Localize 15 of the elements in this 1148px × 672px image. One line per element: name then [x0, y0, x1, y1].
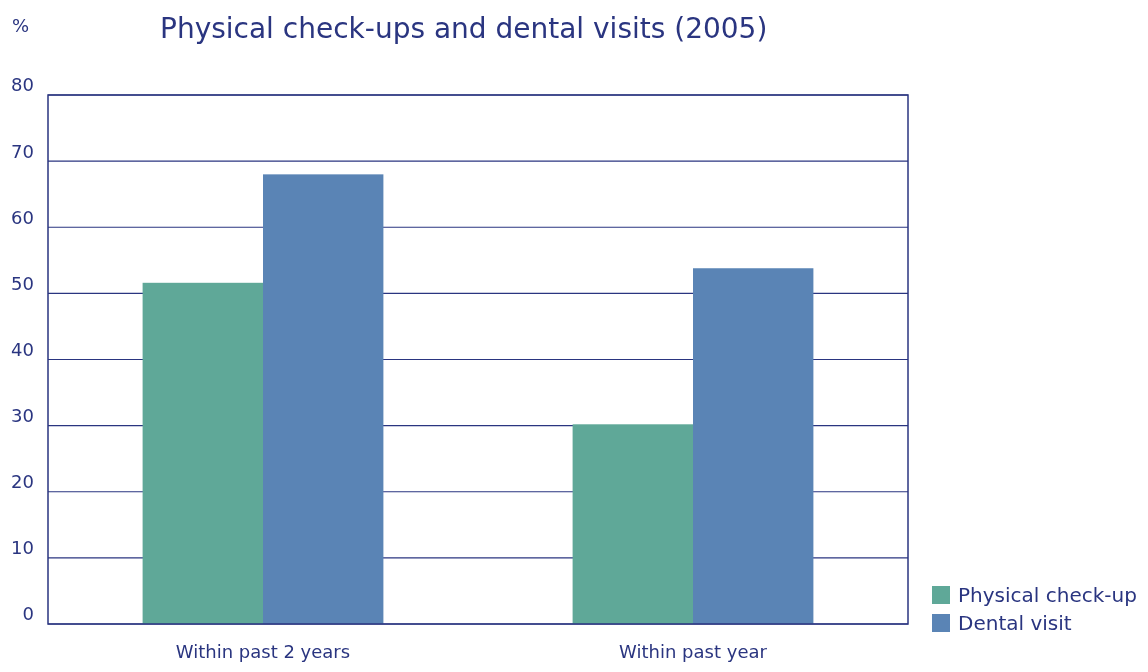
y-tick-label: 0 — [22, 603, 34, 625]
y-tick-label: 70 — [11, 140, 34, 162]
y-tick-label: 40 — [11, 338, 34, 360]
x-tick-label: Within past year — [619, 641, 768, 662]
y-tick-label: 20 — [11, 471, 34, 493]
x-tick-label: Within past 2 years — [175, 641, 351, 662]
y-tick-label: 30 — [11, 405, 34, 427]
y-tick-label: 80 — [11, 74, 34, 96]
y-axis-title: % — [12, 15, 30, 36]
y-tick-label: 50 — [11, 272, 34, 294]
legend-label: Dental visit — [958, 611, 1072, 635]
legend-label: Physical check-up — [958, 583, 1137, 607]
y-tick-label: 60 — [11, 206, 34, 228]
y-tick-label: 10 — [11, 537, 34, 559]
chart-title: Physical check-ups and dental visits (2005) — [160, 12, 768, 45]
